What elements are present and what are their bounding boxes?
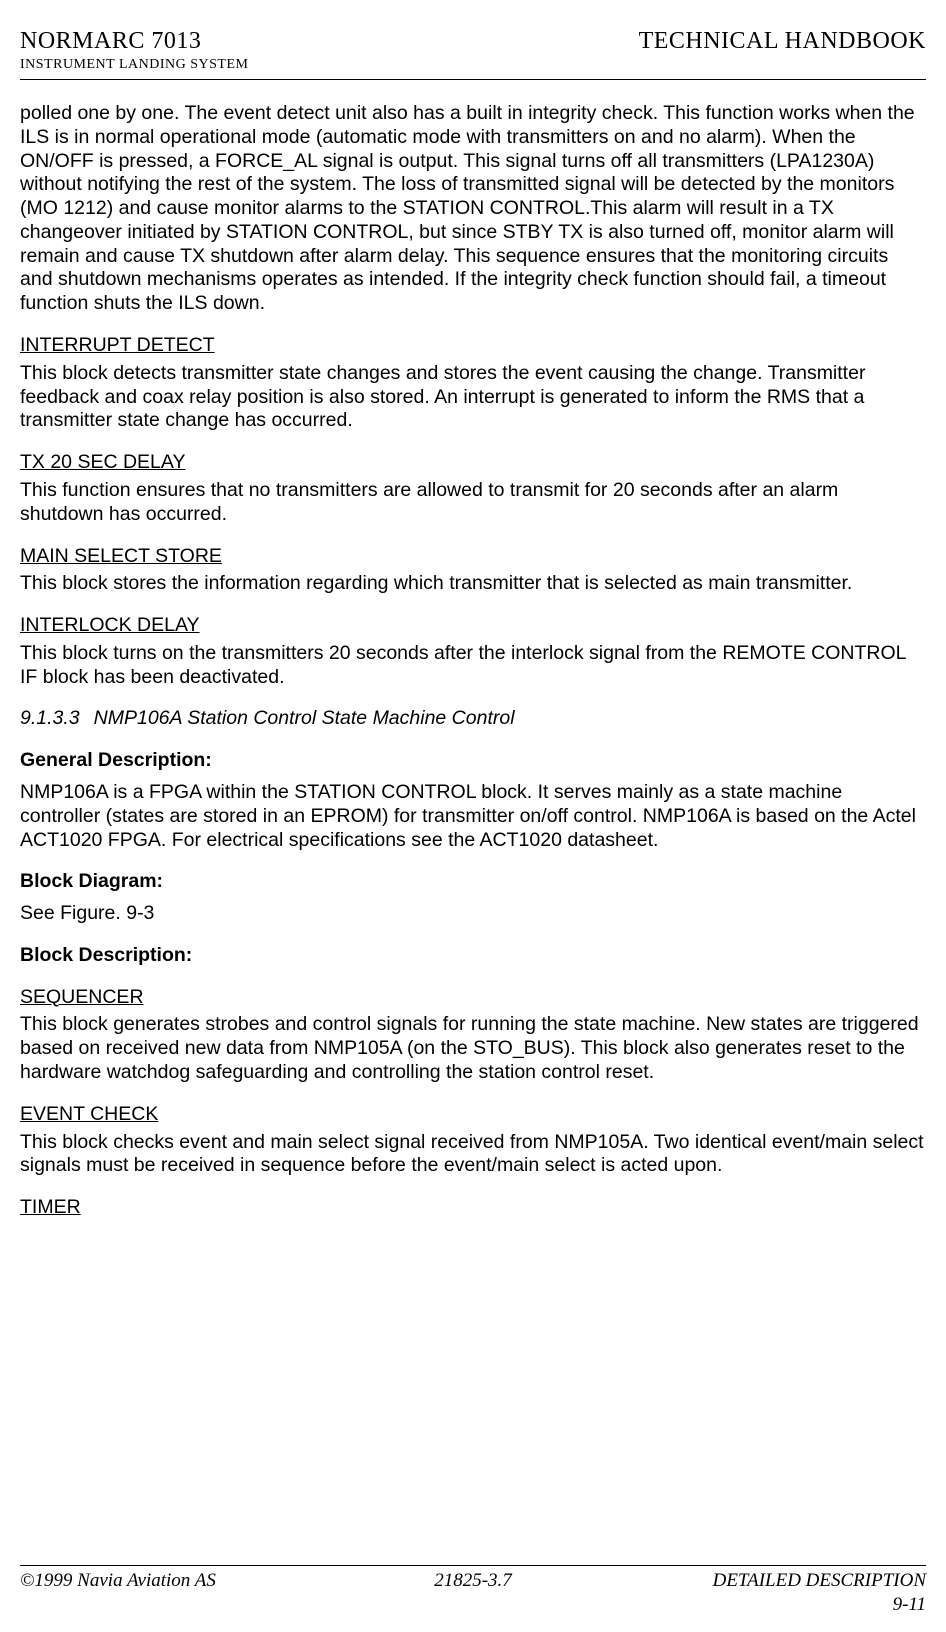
main-select-heading: MAIN SELECT STORE <box>20 545 926 569</box>
tx20-heading: TX 20 SEC DELAY <box>20 451 926 475</box>
interrupt-detect-paragraph: This block detects transmitter state cha… <box>20 362 926 433</box>
footer-copyright: ©1999 Navia Aviation AS <box>20 1570 322 1592</box>
section-9133-title: NMP106A Station Control State Machine Co… <box>94 707 515 729</box>
header-product: NORMARC 7013 <box>20 28 201 55</box>
section-9133-heading: 9.1.3.3 NMP106A Station Control State Mac… <box>20 707 926 731</box>
timer-heading: TIMER <box>20 1196 926 1220</box>
event-check-heading: EVENT CHECK <box>20 1103 926 1127</box>
main-select-paragraph: This block stores the information regard… <box>20 572 926 596</box>
header-rule <box>20 79 926 80</box>
general-desc-paragraph: NMP106A is a FPGA within the STATION CON… <box>20 781 926 852</box>
block-diagram-heading: Block Diagram: <box>20 870 926 894</box>
intro-paragraph: polled one by one. The event detect unit… <box>20 102 926 316</box>
section-9133-number: 9.1.3.3 <box>20 707 80 731</box>
header-subtitle: INSTRUMENT LANDING SYSTEM <box>20 57 926 73</box>
footer-docnum: 21825-3.7 <box>322 1570 624 1592</box>
sequencer-heading: SEQUENCER <box>20 986 926 1010</box>
block-diagram-paragraph: See Figure. 9-3 <box>20 902 926 926</box>
interlock-paragraph: This block turns on the transmitters 20 … <box>20 642 926 690</box>
event-check-paragraph: This block checks event and main select … <box>20 1131 926 1179</box>
block-desc-heading: Block Description: <box>20 944 926 968</box>
interlock-heading: INTERLOCK DELAY <box>20 614 926 638</box>
footer-section: DETAILED DESCRIPTION <box>624 1570 926 1592</box>
body-content: polled one by one. The event detect unit… <box>20 102 926 1238</box>
sequencer-paragraph: This block generates strobes and control… <box>20 1013 926 1084</box>
header-doc-type: TECHNICAL HANDBOOK <box>639 28 926 55</box>
footer-rule <box>20 1565 926 1566</box>
footer-page-number: 9-11 <box>20 1594 926 1632</box>
tx20-paragraph: This function ensures that no transmitte… <box>20 479 926 527</box>
general-desc-heading: General Description: <box>20 749 926 773</box>
interrupt-detect-heading: INTERRUPT DETECT <box>20 334 926 358</box>
